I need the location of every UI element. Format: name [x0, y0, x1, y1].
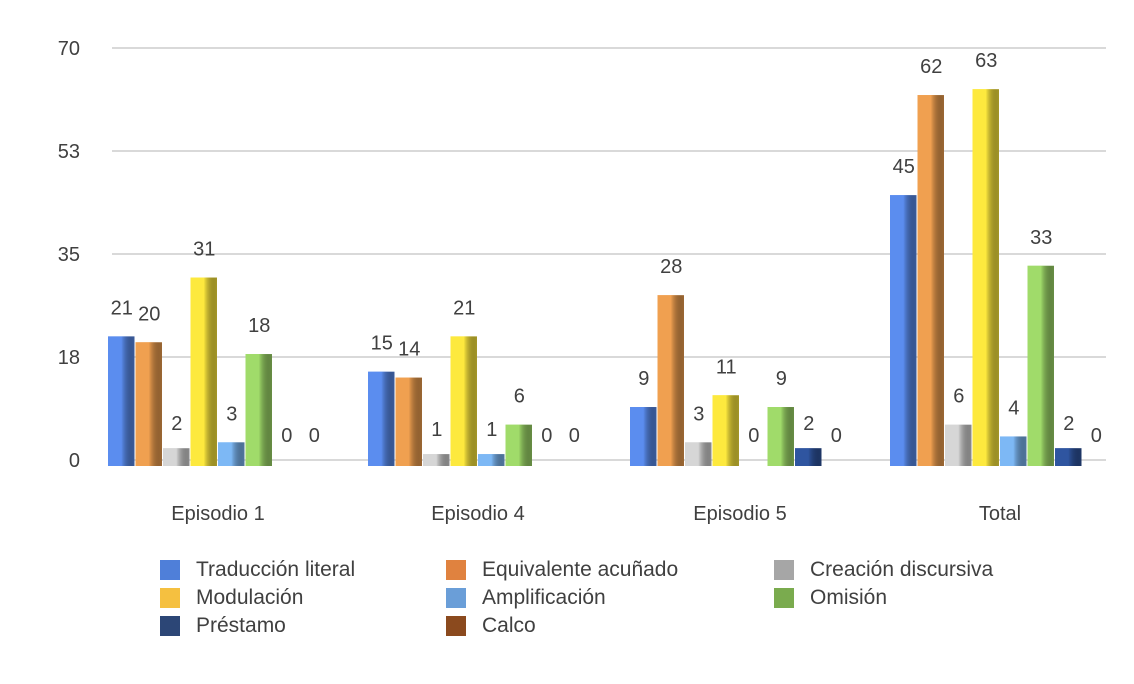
bar-shade [767, 407, 794, 466]
legend-label: Modulación [196, 586, 304, 609]
y-tick-label: 18 [58, 347, 80, 369]
bar-shade [972, 89, 999, 466]
legend-item: Omisión [774, 586, 887, 610]
data-label: 21 [111, 297, 133, 319]
legend-swatch [446, 588, 466, 608]
data-label: 0 [831, 425, 842, 447]
legend-item: Préstamo [160, 614, 286, 638]
bar-shade [368, 371, 395, 466]
data-label: 14 [398, 339, 420, 361]
bar-shade [423, 454, 450, 466]
bar-shade [135, 342, 162, 466]
data-label: 1 [431, 419, 442, 441]
data-label: 3 [226, 403, 237, 425]
legend-label: Traducción literal [196, 558, 356, 581]
x-tick-label: Total [979, 503, 1021, 525]
data-label: 4 [1008, 397, 1019, 419]
data-label: 1 [486, 419, 497, 441]
x-tick-label: Episodio 1 [171, 503, 264, 525]
data-label: 0 [309, 425, 320, 447]
legend-swatch [774, 560, 794, 580]
bar-shade [917, 95, 944, 466]
data-label: 2 [1063, 413, 1074, 435]
legend-label: Creación discursiva [810, 558, 994, 581]
legend-label: Amplificación [482, 586, 606, 609]
data-label: 3 [693, 403, 704, 425]
bar-shade [450, 336, 477, 466]
legend-item: Equivalente acuñado [446, 558, 678, 582]
legend-swatch [446, 616, 466, 636]
data-label: 62 [920, 56, 942, 78]
data-label: 33 [1030, 227, 1052, 249]
data-label: 0 [541, 425, 552, 447]
data-label: 9 [638, 368, 649, 390]
data-label: 0 [1091, 425, 1102, 447]
x-tick-label: Episodio 4 [431, 503, 524, 525]
bar-shade [712, 395, 739, 466]
legend-swatch [160, 588, 180, 608]
legend-item: Calco [446, 614, 536, 638]
data-label: 9 [776, 368, 787, 390]
legend-item: Amplificación [446, 586, 606, 610]
legend-item: Modulación [160, 586, 303, 610]
data-label: 2 [171, 413, 182, 435]
data-label: 31 [193, 239, 215, 261]
legend-item: Traducción literal [160, 558, 355, 582]
bar-shade [478, 454, 505, 466]
data-label: 2 [803, 413, 814, 435]
data-label: 11 [716, 356, 737, 378]
legend-label: Calco [482, 614, 536, 637]
y-tick-label: 35 [58, 244, 80, 266]
bar-shade [657, 295, 684, 466]
bar-shade [190, 277, 217, 466]
legend-swatch [446, 560, 466, 580]
y-tick-label: 53 [58, 141, 80, 163]
x-tick-label: Episodio 5 [693, 503, 786, 525]
legend-swatch [160, 616, 180, 636]
bar-shade [890, 195, 917, 466]
bar-shade [505, 424, 532, 466]
data-label: 15 [371, 333, 393, 355]
y-tick-label: 0 [69, 450, 80, 472]
legend-swatch [160, 560, 180, 580]
bar-shade [395, 377, 422, 466]
y-tick-label: 70 [58, 38, 80, 60]
bar-shade [108, 336, 135, 466]
data-label: 21 [453, 297, 475, 319]
bar-shade [1055, 448, 1082, 466]
data-label: 0 [281, 425, 292, 447]
data-label: 6 [953, 386, 964, 408]
data-label: 0 [748, 425, 759, 447]
legend-label: Omisión [810, 586, 888, 609]
data-label: 0 [569, 425, 580, 447]
data-label: 18 [248, 315, 270, 337]
bar-shade [795, 448, 822, 466]
bar-shade [163, 448, 190, 466]
data-label: 28 [660, 256, 682, 278]
bar-shade [945, 424, 972, 466]
data-label: 20 [138, 303, 160, 325]
bar-shade [685, 442, 712, 466]
legend-label: Equivalente acuñado [482, 558, 679, 581]
bar-shade [245, 354, 272, 466]
bar-shade [218, 442, 245, 466]
data-label: 6 [514, 386, 525, 408]
bar-shade [630, 407, 657, 466]
legend-swatch [774, 588, 794, 608]
legend-item: Creación discursiva [774, 558, 993, 582]
legend-label: Préstamo [196, 614, 286, 637]
bar-shade [1000, 436, 1027, 466]
bar-shade [1027, 265, 1054, 466]
data-label: 45 [893, 156, 915, 178]
data-label: 63 [975, 50, 997, 72]
